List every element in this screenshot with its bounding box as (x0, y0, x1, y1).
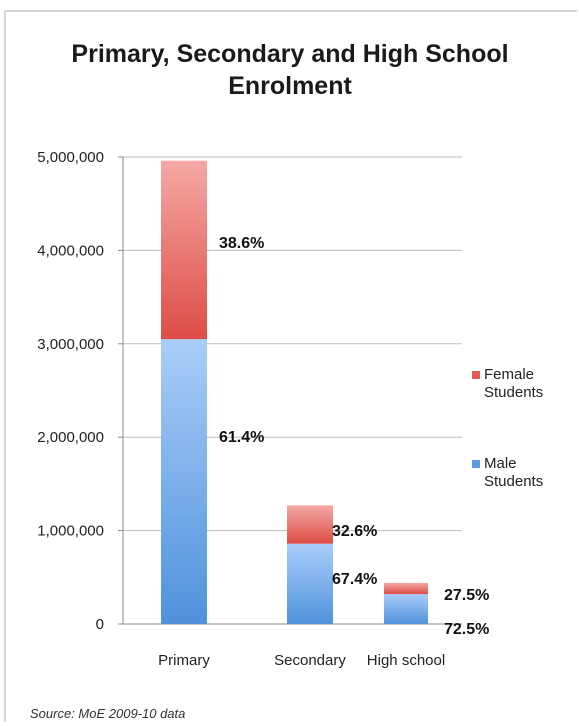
bar-female (161, 160, 207, 340)
x-category-label: Primary (158, 652, 210, 669)
bar-male (161, 339, 207, 624)
bar-male (384, 594, 428, 624)
y-tick-label: 1,000,000 (37, 523, 104, 540)
data-label-female: 32.6% (332, 523, 377, 540)
y-tick-label: 0 (96, 616, 104, 633)
y-tick-label: 4,000,000 (37, 242, 104, 259)
legend-label-female: Female Students (484, 366, 544, 401)
bar-female (287, 505, 333, 544)
female-swatch (472, 371, 480, 379)
data-label-male: 67.4% (332, 571, 377, 588)
chart-title: Primary, Secondary and High School Enrol… (71, 40, 509, 100)
data-label-male: 72.5% (444, 621, 489, 638)
bar-male (287, 543, 333, 624)
y-tick-label: 5,000,000 (37, 149, 104, 166)
bar-female (384, 582, 428, 595)
source-note: Source: MoE 2009-10 data (30, 706, 186, 721)
chart-frame (4, 10, 577, 722)
legend-label-male: Male Students (484, 455, 544, 490)
data-label-male: 61.4% (219, 429, 264, 446)
y-tick-label: 3,000,000 (37, 336, 104, 353)
axes: 0 1,000,000 2,000,000 3,000,000 4,000,000 5,0… (37, 149, 462, 669)
male-swatch (472, 460, 480, 468)
bars (161, 160, 428, 624)
data-label-female: 27.5% (444, 587, 489, 604)
x-category-label: Secondary (274, 652, 346, 669)
data-labels: 38.6% 61.4% 32.6% 67.4% 27.5% 72.5% (219, 235, 489, 638)
data-label-female: 38.6% (219, 235, 264, 252)
x-category-label: High school (367, 652, 445, 669)
y-tick-label: 2,000,000 (37, 429, 104, 446)
